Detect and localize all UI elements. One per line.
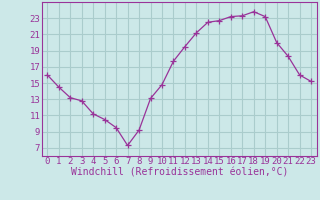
X-axis label: Windchill (Refroidissement éolien,°C): Windchill (Refroidissement éolien,°C) (70, 168, 288, 178)
